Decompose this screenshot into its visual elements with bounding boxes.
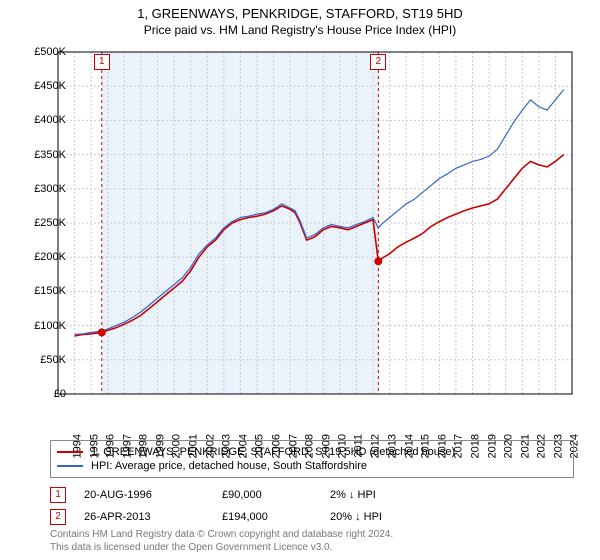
marker-price: £194,000 — [222, 511, 312, 523]
marker-date: 20-AUG-1996 — [84, 489, 204, 501]
legend-row: 1, GREENWAYS, PENKRIDGE, STAFFORD, ST19 … — [57, 445, 567, 459]
y-tick-label: £400K — [34, 114, 66, 126]
marker-delta: 2% ↓ HPI — [330, 489, 410, 501]
y-tick-label: £100K — [34, 320, 66, 332]
y-tick-label: £500K — [34, 46, 66, 58]
marker-price: £90,000 — [222, 489, 312, 501]
page-root: 1, GREENWAYS, PENKRIDGE, STAFFORD, ST19 … — [0, 0, 600, 560]
marker-delta: 20% ↓ HPI — [330, 511, 410, 523]
y-tick-label: £350K — [34, 149, 66, 161]
chart-marker: 2 — [370, 54, 386, 70]
chart-area — [50, 48, 580, 398]
attribution: Contains HM Land Registry data © Crown c… — [50, 528, 574, 554]
page-subtitle: Price paid vs. HM Land Registry's House … — [0, 23, 600, 37]
y-tick-label: £450K — [34, 80, 66, 92]
legend-label: 1, GREENWAYS, PENKRIDGE, STAFFORD, ST19 … — [91, 446, 455, 458]
attribution-line-2: This data is licensed under the Open Gov… — [50, 541, 574, 554]
legend-row: HPI: Average price, detached house, Sout… — [57, 459, 567, 473]
legend-label: HPI: Average price, detached house, Sout… — [91, 460, 367, 472]
legend-swatch — [57, 465, 83, 467]
legend: 1, GREENWAYS, PENKRIDGE, STAFFORD, ST19 … — [50, 440, 574, 478]
attribution-line-1: Contains HM Land Registry data © Crown c… — [50, 528, 574, 541]
marker-table-row: 2 26-APR-2013 £194,000 20% ↓ HPI — [50, 506, 574, 528]
page-title: 1, GREENWAYS, PENKRIDGE, STAFFORD, ST19 … — [0, 6, 600, 21]
y-tick-label: £300K — [34, 183, 66, 195]
chart-svg — [50, 48, 580, 398]
marker-number: 2 — [50, 509, 66, 525]
title-block: 1, GREENWAYS, PENKRIDGE, STAFFORD, ST19 … — [0, 0, 600, 37]
y-tick-label: £50K — [40, 354, 66, 366]
legend-swatch — [57, 451, 83, 453]
y-tick-label: £150K — [34, 285, 66, 297]
y-tick-label: £0 — [54, 388, 66, 400]
chart-marker: 1 — [94, 54, 110, 70]
marker-date: 26-APR-2013 — [84, 511, 204, 523]
y-tick-label: £250K — [34, 217, 66, 229]
y-tick-label: £200K — [34, 251, 66, 263]
marker-table-row: 1 20-AUG-1996 £90,000 2% ↓ HPI — [50, 484, 574, 506]
marker-table: 1 20-AUG-1996 £90,000 2% ↓ HPI 2 26-APR-2013 £… — [50, 484, 574, 528]
marker-number: 1 — [50, 487, 66, 503]
